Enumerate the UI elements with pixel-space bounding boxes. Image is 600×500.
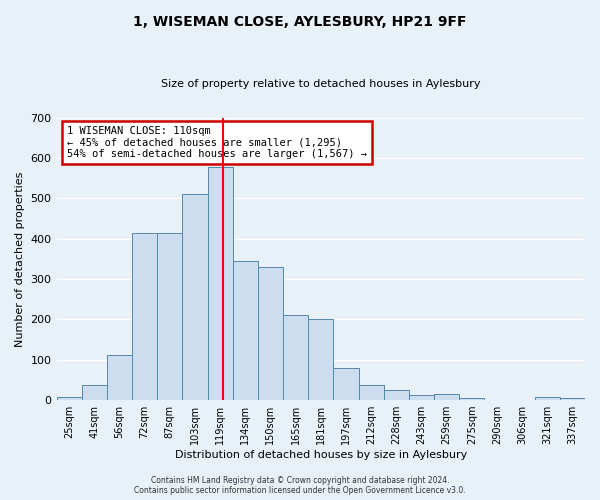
Bar <box>434 394 459 400</box>
Bar <box>82 384 107 400</box>
Bar <box>359 385 383 400</box>
Bar <box>383 390 409 400</box>
Y-axis label: Number of detached properties: Number of detached properties <box>15 171 25 346</box>
Text: 1 WISEMAN CLOSE: 110sqm
← 45% of detached houses are smaller (1,295)
54% of semi: 1 WISEMAN CLOSE: 110sqm ← 45% of detache… <box>67 126 367 159</box>
Bar <box>132 232 157 400</box>
Text: 1, WISEMAN CLOSE, AYLESBURY, HP21 9FF: 1, WISEMAN CLOSE, AYLESBURY, HP21 9FF <box>133 15 467 29</box>
Bar <box>56 397 82 400</box>
Text: Contains HM Land Registry data © Crown copyright and database right 2024.
Contai: Contains HM Land Registry data © Crown c… <box>134 476 466 495</box>
Title: Size of property relative to detached houses in Aylesbury: Size of property relative to detached ho… <box>161 79 481 89</box>
Bar <box>233 261 258 400</box>
Bar <box>459 398 484 400</box>
Bar <box>258 267 283 400</box>
Bar <box>182 194 208 400</box>
Bar <box>409 395 434 400</box>
Bar <box>208 167 233 400</box>
Bar <box>535 397 560 400</box>
Bar <box>334 368 359 400</box>
X-axis label: Distribution of detached houses by size in Aylesbury: Distribution of detached houses by size … <box>175 450 467 460</box>
Bar <box>107 355 132 400</box>
Bar <box>283 316 308 400</box>
Bar <box>157 232 182 400</box>
Bar <box>560 398 585 400</box>
Bar <box>308 320 334 400</box>
